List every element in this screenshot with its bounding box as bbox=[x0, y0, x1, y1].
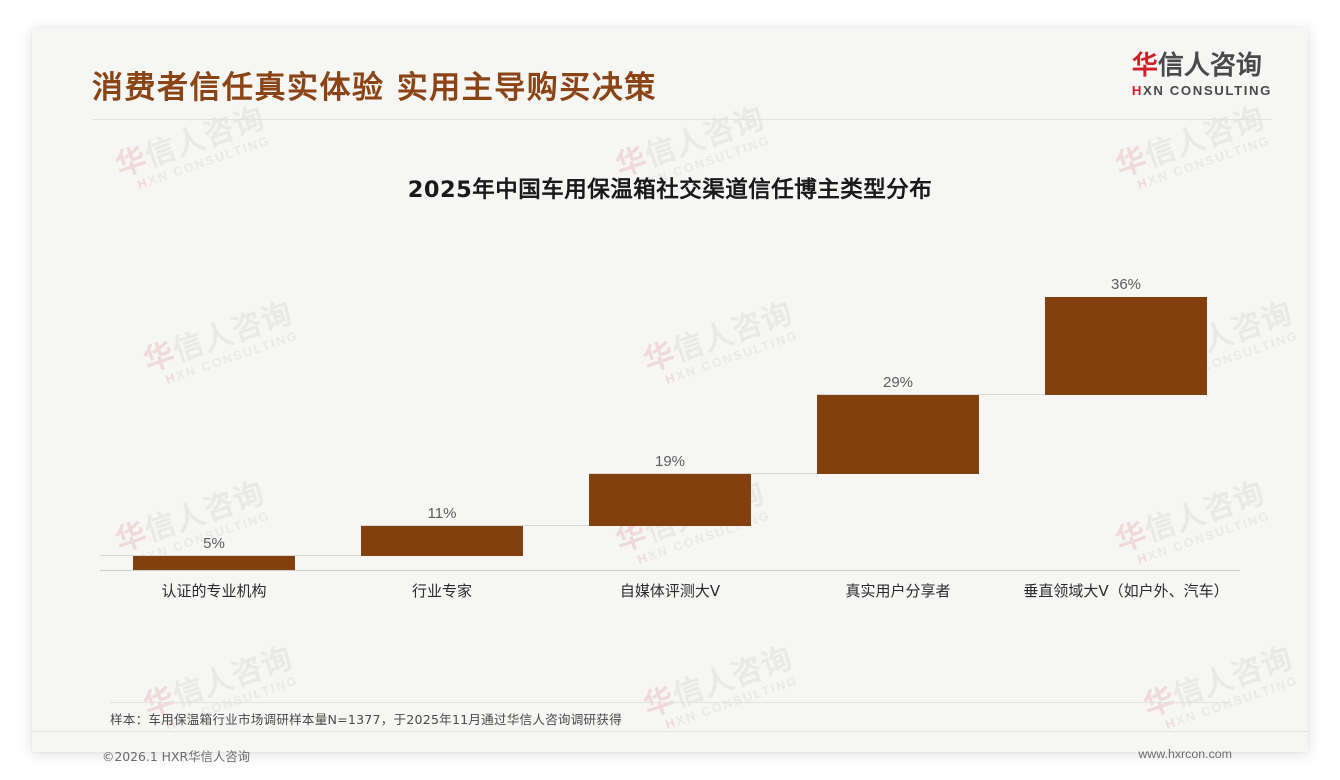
axis-category-label: 行业专家 bbox=[411, 582, 472, 600]
footnote-divider bbox=[110, 702, 1230, 703]
bar-group: 36% bbox=[1045, 250, 1207, 570]
brand-logo-latin-accent: H bbox=[1131, 82, 1144, 98]
bar-group: 11% bbox=[361, 250, 523, 570]
bar-value-label: 36% bbox=[1110, 276, 1142, 293]
bar[interactable] bbox=[817, 395, 979, 475]
bar-value-label: 11% bbox=[427, 505, 457, 523]
page-title: 消费者信任真实体验 实用主导购买决策 bbox=[92, 70, 657, 106]
brand-logo-rest-chars: 信人咨询 bbox=[1157, 51, 1262, 81]
waterfall-connector bbox=[589, 473, 979, 475]
waterfall-connector bbox=[100, 555, 523, 557]
bar[interactable] bbox=[361, 526, 523, 557]
waterfall-plot: 5% 11% 19% 29% 36% bbox=[100, 250, 1240, 570]
chart-section: 2025年中国车用保温箱社交渠道信任博主类型分布 5% 11% 19% 29% 36% … bbox=[32, 28, 1308, 752]
footnote-text: 样本：车用保温箱行业市场调研样本量N=1377，于2025年11月通过华信人咨询… bbox=[110, 712, 622, 727]
header-divider bbox=[92, 119, 1272, 120]
bar-group: 19% bbox=[589, 250, 751, 570]
bar-group: 5% bbox=[133, 250, 295, 570]
brand-logo: 华信人咨询 HXN CONSULTING bbox=[1132, 52, 1272, 98]
slide-header: 消费者信任真实体验 实用主导购买决策 华信人咨询 HXN CONSULTING bbox=[32, 28, 1308, 120]
x-axis-line bbox=[100, 570, 1240, 571]
chart-title: 2025年中国车用保温箱社交渠道信任博主类型分布 bbox=[407, 177, 933, 203]
slide-card: 华信人咨询 HXN CONSULTING 华信人咨询 HXN CONSULTING 华信… bbox=[32, 28, 1308, 764]
brand-logo-chinese: 华信人咨询 bbox=[1132, 52, 1272, 81]
axis-category-label: 真实用户分享者 bbox=[845, 582, 951, 600]
slide-footer: ©2026.1 HXR华信人咨询 www.hxrcon.com bbox=[32, 731, 1308, 764]
axis-category-label: 认证的专业机构 bbox=[161, 582, 267, 600]
footer-divider bbox=[32, 731, 1308, 732]
waterfall-connector bbox=[361, 525, 751, 527]
bar-value-label: 5% bbox=[203, 535, 225, 553]
bar-group: 29% bbox=[817, 250, 979, 570]
bar[interactable] bbox=[1045, 297, 1207, 396]
x-axis-labels: 认证的专业机构 行业专家 自媒体评测大V 真实用户分享者 垂直领域大V（如户外、汽车） bbox=[100, 580, 1240, 610]
bar[interactable] bbox=[133, 556, 295, 570]
footer-copyright: ©2026.1 HXR华信人咨询 bbox=[102, 749, 251, 764]
bar[interactable] bbox=[589, 474, 751, 527]
footer-url[interactable]: www.hxrcon.com bbox=[1138, 747, 1232, 761]
bar-value-label: 19% bbox=[654, 453, 686, 471]
axis-category-label: 自媒体评测大V bbox=[619, 582, 721, 600]
brand-logo-latin: HXN CONSULTING bbox=[1132, 83, 1272, 98]
bar-value-label: 29% bbox=[882, 374, 914, 392]
waterfall-connector bbox=[817, 394, 1207, 396]
brand-logo-latin-rest: XN CONSULTING bbox=[1143, 82, 1272, 98]
brand-logo-accent-char: 华 bbox=[1131, 51, 1158, 81]
axis-category-label: 垂直领域大V（如户外、汽车） bbox=[1023, 582, 1229, 600]
